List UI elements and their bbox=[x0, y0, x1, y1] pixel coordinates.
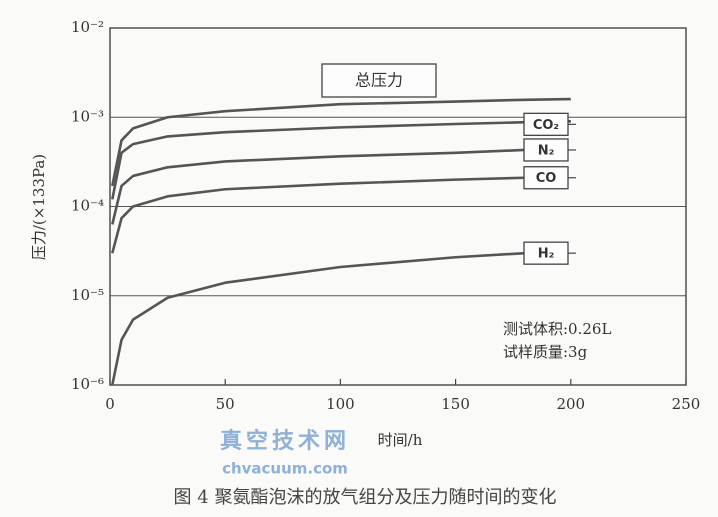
x-tick-label: 100 bbox=[326, 395, 355, 413]
annotation: 试样质量:3g bbox=[503, 343, 588, 361]
x-tick-label: 150 bbox=[441, 395, 470, 413]
label-box bbox=[321, 63, 437, 98]
label-box bbox=[523, 138, 569, 162]
watermark: chvacuum.com bbox=[222, 460, 348, 478]
y-tick-label: 10⁻⁶ bbox=[71, 375, 104, 393]
series-line bbox=[111, 176, 525, 254]
series-line bbox=[111, 148, 525, 225]
watermark: 真空技术网 bbox=[220, 428, 350, 454]
y-tick-label: 10⁻⁴ bbox=[71, 197, 104, 215]
label-box bbox=[523, 112, 569, 136]
x-tick-label: 250 bbox=[672, 395, 701, 413]
series-label: 总压力 bbox=[355, 71, 403, 90]
y-tick-label: 10⁻³ bbox=[71, 107, 104, 125]
x-tick-label: 50 bbox=[216, 395, 235, 413]
y-axis-label: 压力/(×133Pa) bbox=[30, 154, 48, 260]
series-line bbox=[111, 251, 525, 386]
series-line bbox=[111, 97, 571, 187]
annotation: 测试体积:0.26L bbox=[503, 320, 611, 338]
plot-frame bbox=[109, 27, 687, 386]
series-label: CO bbox=[536, 171, 557, 186]
y-tick-label: 10⁻⁵ bbox=[71, 286, 104, 304]
x-tick-label: 200 bbox=[556, 395, 585, 413]
caption: 图 4 聚氨酯泡沫的放气组分及压力随时间的变化 bbox=[174, 487, 557, 508]
series-label: H₂ bbox=[538, 247, 555, 262]
x-tick-label: 0 bbox=[105, 395, 115, 413]
y-tick-label: 10⁻² bbox=[71, 18, 104, 36]
series-label: N₂ bbox=[538, 143, 555, 158]
label-box bbox=[523, 166, 569, 190]
series-label: CO₂ bbox=[533, 118, 559, 133]
label-box bbox=[523, 241, 569, 265]
x-axis-label: 时间/h bbox=[378, 431, 423, 449]
series-line bbox=[111, 120, 571, 200]
